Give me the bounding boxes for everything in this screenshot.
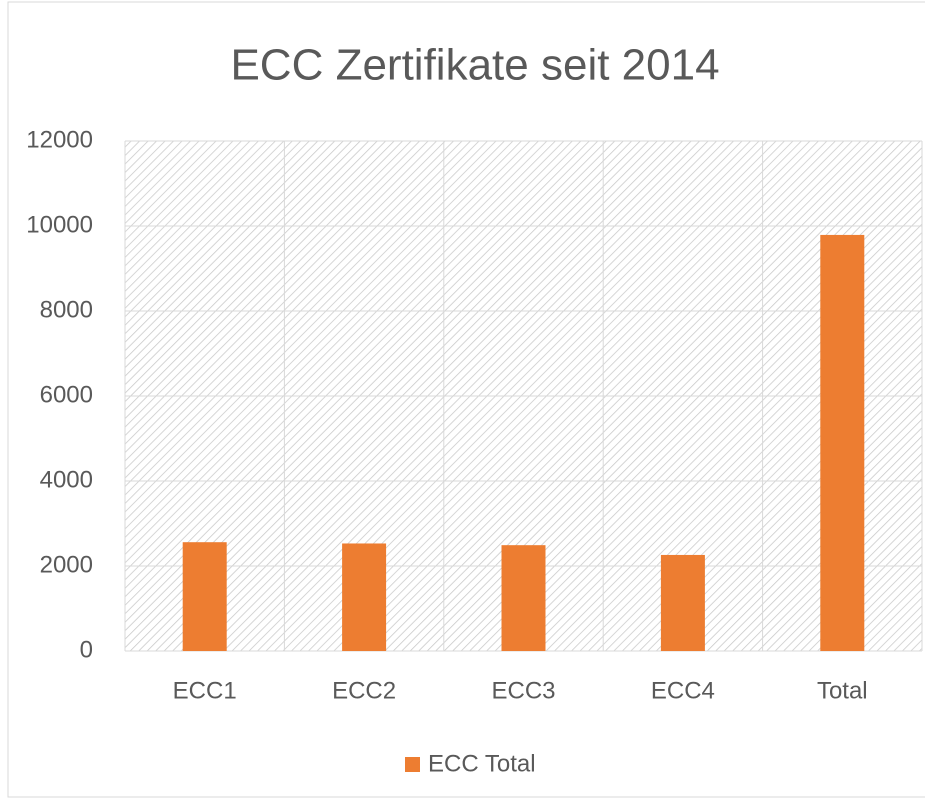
x-tick-label: ECC1 <box>173 677 237 704</box>
bar <box>182 542 227 651</box>
x-tick-label: ECC2 <box>332 677 396 704</box>
bar <box>501 545 546 651</box>
y-tick-label: 0 <box>80 636 93 663</box>
x-tick-label: ECC4 <box>651 677 715 704</box>
bar <box>820 234 865 652</box>
y-tick-label: 2000 <box>40 551 93 578</box>
y-tick-label: 4000 <box>40 466 93 493</box>
y-tick-label: 8000 <box>40 296 93 323</box>
bar <box>660 554 705 651</box>
y-tick-label: 12000 <box>26 126 93 153</box>
y-tick-label: 10000 <box>26 211 93 238</box>
legend-swatch <box>405 757 420 772</box>
y-tick-label: 6000 <box>40 381 93 408</box>
chart-title: ECC Zertifikate seit 2014 <box>230 41 719 90</box>
x-tick-label: ECC3 <box>491 677 555 704</box>
x-tick-label: Total <box>817 677 868 704</box>
legend-label: ECC Total <box>428 750 536 777</box>
bar <box>342 543 387 651</box>
